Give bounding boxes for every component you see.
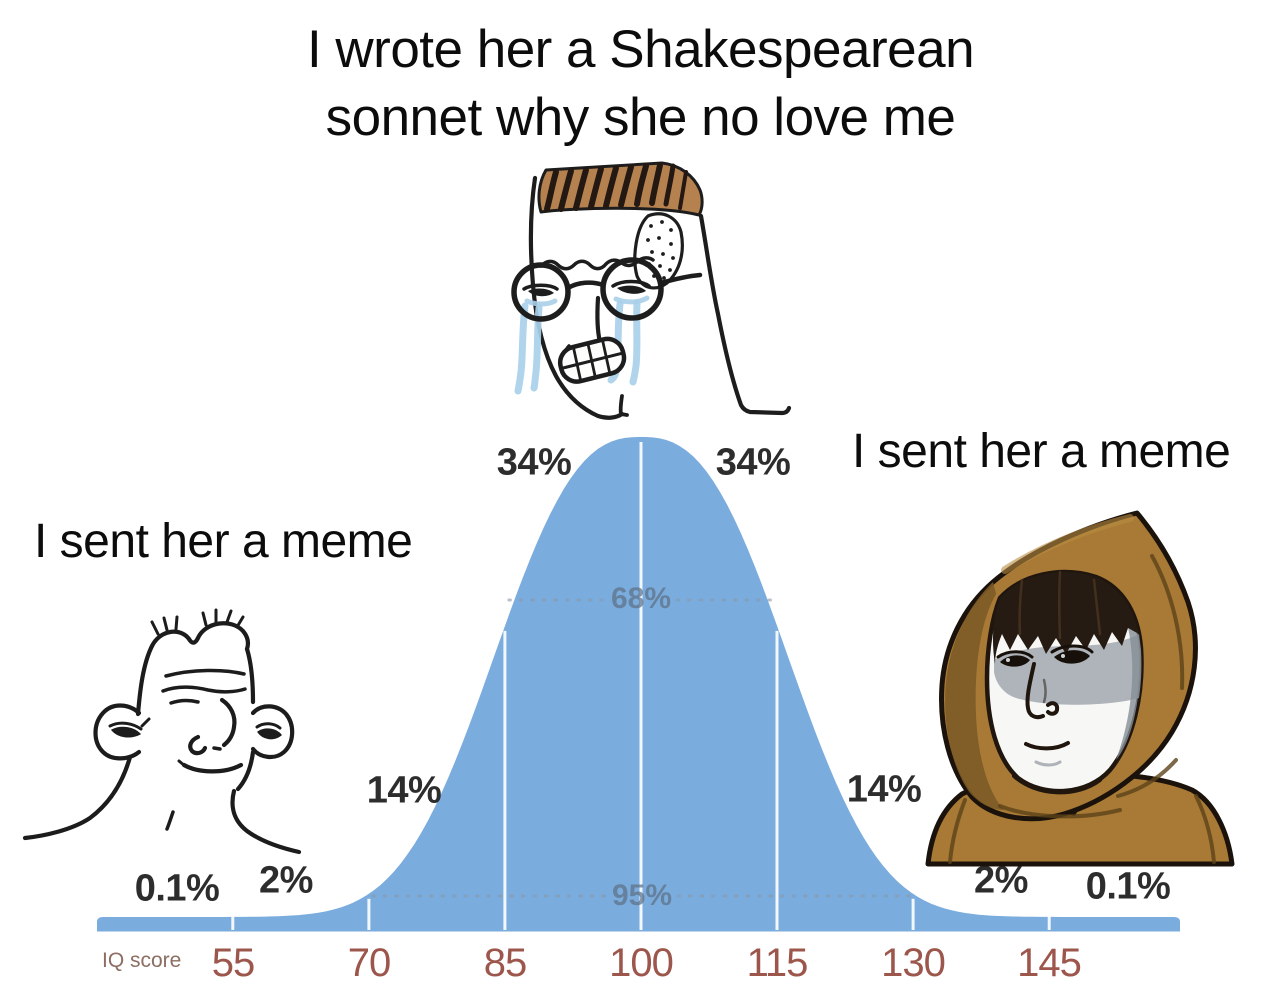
- midwit-head-outline: [528, 175, 792, 420]
- percent-label-7: 0.1%: [1085, 865, 1171, 908]
- title-line-1: I wrote her a Shakespearean: [306, 20, 975, 79]
- percent-label-5: 14%: [846, 768, 922, 811]
- meme-title: I wrote her a Shakespearean sonnet why s…: [0, 16, 1281, 152]
- x-tick-55: 55: [211, 941, 255, 985]
- percent-label-2: 14%: [366, 769, 442, 812]
- brainlet-nose: [188, 697, 237, 756]
- midwit-chin-mark: [618, 394, 629, 417]
- doomer-face-side-shadow: [1116, 600, 1141, 760]
- title-line-2: sonnet why she no love me: [325, 88, 956, 147]
- brainlet-left-ear-eye: [93, 703, 151, 761]
- midwit-hair: [537, 161, 704, 217]
- brainlet-forehead-wrinkles: [161, 668, 247, 705]
- doomer-mouth: [1024, 741, 1070, 751]
- x-tick-130: 130: [881, 941, 946, 985]
- percent-label-0: 0.1%: [134, 867, 220, 910]
- doomer-nose: [1025, 662, 1060, 720]
- hooded-doomer-wojak-illustration: [925, 510, 1235, 867]
- sigma-divider-lines: [231, 442, 1051, 930]
- x-tick-85: 85: [483, 941, 527, 985]
- midwit-glasses: [511, 257, 703, 322]
- left-caption: I sent her a meme: [34, 515, 413, 568]
- bell-curve-area: [97, 437, 1180, 932]
- midwit-eyes: [522, 279, 651, 307]
- doomer-collar: [1012, 774, 1102, 795]
- doomer-hood-highlight: [1001, 514, 1134, 574]
- brainlet-head-outline: [135, 621, 256, 717]
- percent-label-1: 2%: [259, 859, 313, 902]
- crying-midwit-wojak-illustration: [511, 161, 792, 420]
- doomer-hood-folds: [948, 554, 1216, 864]
- percent-label-3: 34%: [496, 441, 572, 484]
- band-label-95: 95%: [611, 879, 673, 912]
- doomer-hair-streaks: [1018, 570, 1102, 640]
- band-dashed-lines: [371, 598, 911, 898]
- doomer-hood-shadow: [945, 582, 1004, 810]
- band-label-68: 68%: [610, 582, 672, 615]
- x-axis-label: IQ score: [102, 949, 182, 972]
- doomer-chin-line: [1034, 760, 1062, 767]
- x-tick-70: 70: [347, 941, 391, 985]
- doomer-bangs: [992, 572, 1139, 664]
- brainlet-right-ear-eye: [250, 704, 295, 760]
- percent-label-4: 34%: [715, 441, 791, 484]
- brainlet-neck-shoulders: [22, 749, 302, 855]
- doomer-eyes: [996, 644, 1094, 667]
- x-tick-145: 145: [1017, 941, 1082, 985]
- brainlet-wojak-illustration: [22, 608, 302, 855]
- brainlet-smile: [177, 759, 244, 774]
- brainlet-hair-sprigs: [150, 608, 245, 636]
- midwit-gritted-teeth-mouth: [557, 336, 627, 384]
- right-caption: I sent her a meme: [852, 425, 1231, 478]
- x-tick-100: 100: [609, 941, 674, 985]
- x-tick-115: 115: [746, 941, 809, 985]
